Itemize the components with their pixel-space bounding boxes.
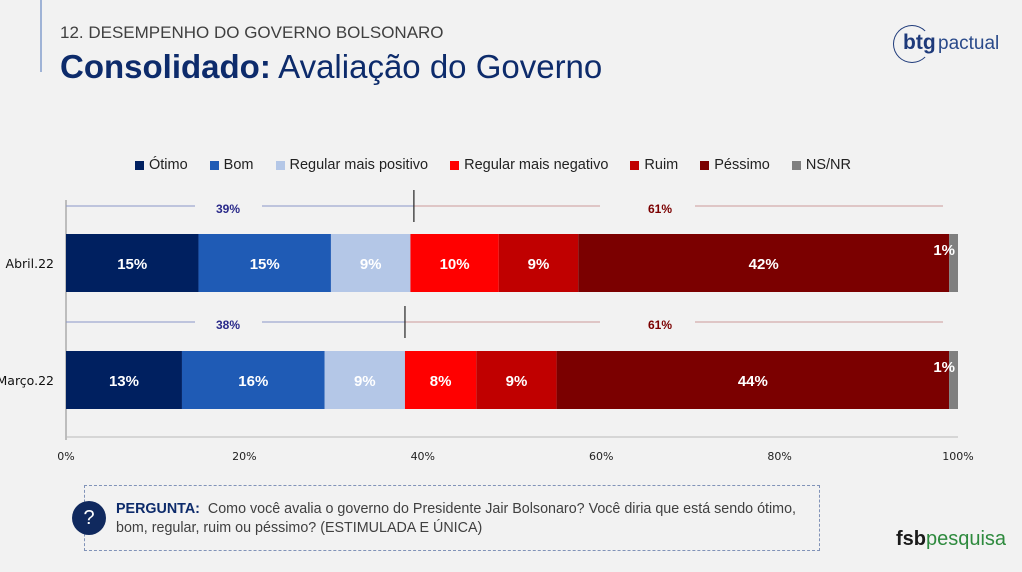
data-label: 15%	[250, 256, 280, 273]
data-label: 9%	[528, 256, 550, 273]
bar-segment	[476, 351, 557, 409]
accent-line	[40, 0, 42, 72]
data-label: 1%	[933, 242, 955, 259]
title-rest: Avaliação do Governo	[270, 48, 603, 85]
bar-segment	[410, 234, 499, 292]
legend-item: NS/NR	[791, 157, 851, 173]
x-tick-label: 0%	[57, 450, 74, 463]
bar-segment	[949, 234, 958, 292]
x-tick-label: 80%	[767, 450, 791, 463]
positive-total-label: 39%	[216, 202, 240, 216]
bar-segment	[498, 234, 579, 292]
bar-segment	[949, 351, 958, 409]
data-label: 44%	[738, 373, 768, 390]
bar-segment	[198, 234, 331, 292]
question-icon: ?	[72, 501, 106, 535]
data-label: 10%	[440, 256, 470, 273]
x-tick-label: 100%	[942, 450, 973, 463]
legend-item: Péssimo	[700, 157, 770, 173]
fsb-pesquisa-logo: fsbpesquisa	[896, 528, 1007, 550]
x-tick-label: 60%	[589, 450, 613, 463]
category-label: Abril.22	[6, 256, 54, 271]
data-label: 13%	[109, 373, 139, 390]
bar-segment	[578, 234, 950, 292]
x-tick-label: 40%	[411, 450, 435, 463]
legend-item: Ótimo	[135, 157, 188, 173]
data-label: 1%	[933, 359, 955, 376]
bar-segment	[66, 351, 182, 409]
data-label: 42%	[749, 256, 779, 273]
data-label: 16%	[238, 373, 268, 390]
stacked-bar-chart: 0% 20% 40% 60% 80% 100% Abril.22 15% 15% 9% 10% 9% 4…	[0, 190, 974, 463]
bar-segment	[330, 234, 411, 292]
question-text: PERGUNTA: Como você avalia o governo do …	[116, 501, 797, 536]
legend-item: Bom	[209, 157, 254, 173]
x-tick-label: 20%	[232, 450, 256, 463]
page-title: Consolidado: Avaliação do Governo	[60, 48, 602, 86]
legend-item: Regular mais negativo	[450, 157, 608, 173]
legend-item: Ruim	[630, 157, 678, 173]
positive-total-label: 38%	[216, 318, 240, 332]
data-label: 9%	[360, 256, 382, 273]
data-label: 15%	[117, 256, 147, 273]
bar-segment	[404, 351, 477, 409]
category-label: Março.22	[0, 373, 54, 388]
negative-total-label: 61%	[648, 202, 672, 216]
bar-segment	[66, 234, 199, 292]
data-label: 9%	[506, 373, 528, 390]
section-kicker: 12. DESEMPENHO DO GOVERNO BOLSONARO	[60, 23, 444, 42]
data-label: 9%	[354, 373, 376, 390]
btg-pactual-logo: btg pactual	[893, 25, 1013, 63]
chart-legend: Ótimo Bom Regular mais positivo Regular mai…	[135, 157, 873, 173]
bar-segment	[181, 351, 325, 409]
data-label: 8%	[430, 373, 452, 390]
bar-segment	[556, 351, 950, 409]
title-bold: Consolidado:	[60, 48, 271, 85]
negative-total-label: 61%	[648, 318, 672, 332]
bar-segment	[324, 351, 405, 409]
legend-item: Regular mais positivo	[275, 157, 428, 173]
